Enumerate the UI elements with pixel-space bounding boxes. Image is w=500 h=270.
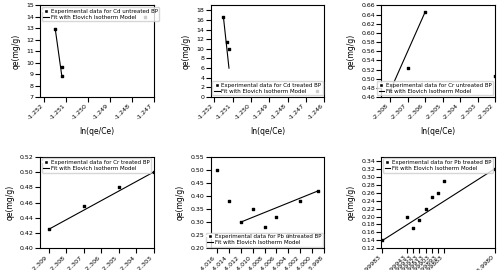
X-axis label: ln(qe/Ce): ln(qe/Ce) (250, 127, 285, 136)
Point (409, 226, 417, 231)
Point (223, 39, 231, 44)
Point (403, 214, 411, 219)
Point (491, 167, 499, 171)
Point (422, 206, 430, 211)
Point (141, 15, 149, 19)
X-axis label: ln(qe/Ce): ln(qe/Ce) (80, 127, 114, 136)
Y-axis label: qe(mg/g): qe(mg/g) (12, 34, 20, 69)
Point (296, 199, 304, 203)
Point (404, 66, 411, 70)
Point (248, 207, 256, 211)
Point (314, 189, 322, 193)
Point (212, 168, 220, 172)
Legend: Experimental data for Pb untreated BP, Fit with Elovich Isotherm Model: Experimental data for Pb untreated BP, F… (206, 232, 322, 247)
Legend: Experimental data for Cd treated BP, Fit with Elovich Isotherm Model: Experimental data for Cd treated BP, Fit… (212, 81, 323, 95)
Point (284, 233, 292, 237)
Point (52, 27, 60, 32)
Y-axis label: qe(mg/g): qe(mg/g) (182, 34, 191, 69)
Y-axis label: qe(mg/g): qe(mg/g) (6, 185, 15, 220)
Legend: Experimental data for Cr untreated BP, Fit with Elovich Isotherm Model: Experimental data for Cr untreated BP, F… (377, 81, 494, 95)
Point (386, 89, 394, 93)
Point (45, 227, 53, 231)
Point (58, 74, 66, 79)
Point (80, 204, 88, 208)
Point (440, 178, 448, 183)
Point (421, 10, 429, 14)
Y-axis label: qe(mg/g): qe(mg/g) (346, 34, 356, 69)
Point (272, 215, 280, 219)
Point (313, 89, 321, 93)
Point (260, 225, 268, 229)
Point (491, 74, 499, 79)
Point (434, 190, 442, 195)
Point (428, 194, 436, 199)
Point (58, 65, 66, 69)
Point (378, 238, 386, 242)
Point (220, 15, 228, 20)
Legend: Experimental data for Pb treated BP, Fit with Elovich Isotherm Model: Experimental data for Pb treated BP, Fit… (383, 158, 493, 173)
Point (416, 218, 424, 223)
Y-axis label: qe(mg/g): qe(mg/g) (346, 185, 356, 220)
Y-axis label: qe(mg/g): qe(mg/g) (176, 185, 185, 220)
Legend: Experimental data for Cr treated BP, Fit with Elovich Isotherm Model: Experimental data for Cr treated BP, Fit… (42, 158, 151, 173)
Point (115, 185, 123, 190)
Point (224, 199, 232, 203)
Legend: Experimental data for Cd untreated BP, Fit with Elovich Isotherm Model: Experimental data for Cd untreated BP, F… (42, 7, 159, 21)
X-axis label: ln(qe/Ce): ln(qe/Ce) (420, 127, 456, 136)
Point (150, 170, 158, 174)
Point (236, 220, 244, 224)
Point (225, 47, 233, 51)
